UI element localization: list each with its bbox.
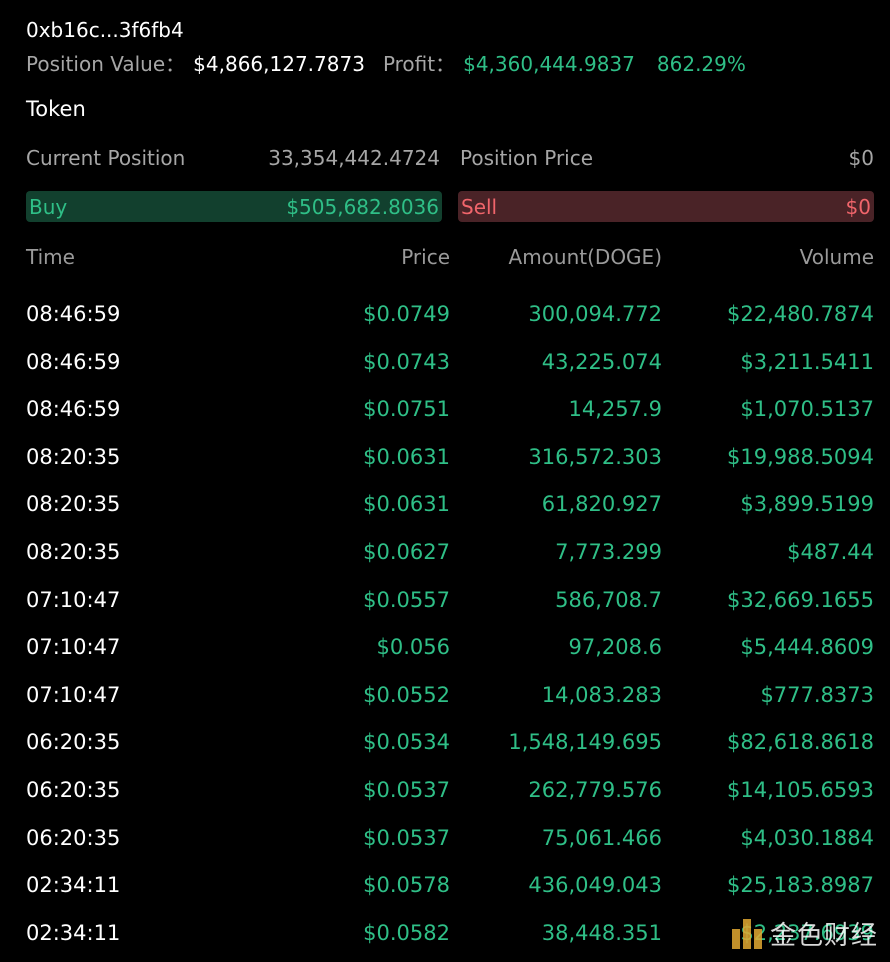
watermark: 金色财经 bbox=[731, 915, 878, 952]
trade-volume: $14,105.6593 bbox=[727, 777, 874, 802]
trade-amount: 316,572.303 bbox=[528, 444, 662, 469]
trade-volume: $2,237.6939 bbox=[740, 920, 874, 945]
trade-volume: $4,030.1884 bbox=[740, 825, 874, 850]
trade-price: $0.0552 bbox=[363, 682, 450, 707]
trade-time: 02:34:11 bbox=[26, 873, 121, 898]
position-price-value: $0 bbox=[848, 146, 874, 170]
trade-amount: 586,708.7 bbox=[555, 587, 662, 612]
table-row: 08:20:35 $0.0627 7,773.299 $487.44 bbox=[0, 528, 890, 576]
table-row: 02:34:11 $0.0578 436,049.043 $25,183.8987 bbox=[0, 861, 890, 909]
position-summary: Position Value： $4,866,127.7873 Profit： $4,… bbox=[26, 48, 746, 77]
trade-amount: 38,448.351 bbox=[541, 920, 662, 945]
trade-amount: 1,548,149.695 bbox=[508, 730, 662, 755]
current-position-value: 33,354,442.4724 bbox=[268, 146, 440, 170]
trade-amount: 14,257.9 bbox=[568, 397, 662, 422]
buy-summary-bar: Buy $505,682.8036 bbox=[26, 191, 442, 222]
trade-amount: 97,208.6 bbox=[568, 635, 662, 660]
trade-price: $0.0749 bbox=[363, 302, 450, 326]
trade-amount: 7,773.299 bbox=[555, 539, 662, 564]
buy-value: $505,682.8036 bbox=[286, 194, 439, 219]
column-header-volume: Volume bbox=[799, 245, 874, 269]
trade-time: 08:46:59 bbox=[26, 397, 121, 422]
trade-volume: $82,618.8618 bbox=[727, 730, 874, 755]
trade-price: $0.0751 bbox=[363, 397, 450, 422]
table-row: 08:46:59 $0.0751 14,257.9 $1,070.5137 bbox=[0, 385, 890, 433]
trade-volume: $3,211.5411 bbox=[740, 349, 874, 374]
trade-time: 07:10:47 bbox=[26, 635, 121, 660]
trade-price: $0.0627 bbox=[363, 539, 450, 564]
profit-percent: 862.29% bbox=[656, 52, 746, 76]
sell-summary-bar: Sell $0 bbox=[458, 191, 874, 222]
trade-time: 06:20:35 bbox=[26, 825, 121, 850]
trade-time: 08:46:59 bbox=[26, 302, 121, 326]
trade-amount: 14,083.283 bbox=[541, 682, 662, 707]
profit-value: $4,360,444.9837 bbox=[463, 52, 635, 76]
sell-value: $0 bbox=[845, 194, 871, 219]
table-row: 07:10:47 $0.0552 14,083.283 $777.8373 bbox=[0, 671, 890, 719]
trade-volume: $5,444.8609 bbox=[740, 635, 874, 660]
trade-amount: 61,820.927 bbox=[541, 492, 662, 517]
position-value-label: Position Value： bbox=[26, 52, 186, 76]
column-header-amount: Amount(DOGE) bbox=[508, 245, 662, 269]
trade-time: 06:20:35 bbox=[26, 777, 121, 802]
trade-price: $0.056 bbox=[376, 635, 450, 660]
trade-price: $0.0631 bbox=[363, 444, 450, 469]
table-row: 08:20:35 $0.0631 61,820.927 $3,899.5199 bbox=[0, 480, 890, 528]
trade-price: $0.0537 bbox=[363, 825, 450, 850]
table-row: 08:46:59 $0.0749 300,094.772 $22,480.7874 bbox=[0, 290, 890, 338]
trade-price: $0.0537 bbox=[363, 777, 450, 802]
trade-amount: 300,094.772 bbox=[528, 302, 662, 326]
sell-label: Sell bbox=[461, 194, 498, 219]
position-value: $4,866,127.7873 bbox=[193, 52, 365, 76]
trade-volume: $777.8373 bbox=[760, 682, 874, 707]
position-price-label: Position Price bbox=[460, 146, 594, 170]
trade-price: $0.0743 bbox=[363, 349, 450, 374]
token-heading: Token bbox=[26, 97, 86, 121]
current-position-label: Current Position bbox=[26, 146, 186, 170]
table-row: 06:20:35 $0.0537 75,061.466 $4,030.1884 bbox=[0, 814, 890, 862]
profit-label: Profit： bbox=[382, 52, 456, 76]
trade-time: 02:34:11 bbox=[26, 920, 121, 945]
trade-price: $0.0534 bbox=[363, 730, 450, 755]
trade-list: 08:46:59 $0.0749 300,094.772 $22,480.7874 08… bbox=[0, 290, 890, 956]
trade-price: $0.0582 bbox=[363, 920, 450, 945]
trade-amount: 43,225.074 bbox=[541, 349, 662, 374]
trade-volume: $19,988.5094 bbox=[727, 444, 874, 469]
trade-time: 06:20:35 bbox=[26, 730, 121, 755]
table-row: 08:46:59 $0.0743 43,225.074 $3,211.5411 bbox=[0, 338, 890, 386]
trade-amount: 262,779.576 bbox=[528, 777, 662, 802]
trade-amount: 75,061.466 bbox=[541, 825, 662, 850]
trade-volume: $487.44 bbox=[787, 539, 874, 564]
trade-time: 08:20:35 bbox=[26, 492, 121, 517]
table-row: 06:20:35 $0.0534 1,548,149.695 $82,618.8618 bbox=[0, 718, 890, 766]
trade-volume: $1,070.5137 bbox=[740, 397, 874, 422]
jinse-logo-icon bbox=[731, 918, 762, 949]
table-row: 08:20:35 $0.0631 316,572.303 $19,988.5094 bbox=[0, 433, 890, 481]
trade-time: 08:46:59 bbox=[26, 349, 121, 374]
trade-time: 08:20:35 bbox=[26, 539, 121, 564]
trade-price: $0.0631 bbox=[363, 492, 450, 517]
trade-volume: $22,480.7874 bbox=[727, 302, 874, 326]
table-row: 07:10:47 $0.056 97,208.6 $5,444.8609 bbox=[0, 623, 890, 671]
trade-time: 07:10:47 bbox=[26, 587, 121, 612]
trade-price: $0.0578 bbox=[363, 873, 450, 898]
wallet-address[interactable]: 0xb16c...3f6fb4 bbox=[26, 18, 184, 42]
trade-volume: $3,899.5199 bbox=[740, 492, 874, 517]
trade-price: $0.0557 bbox=[363, 587, 450, 612]
trade-time: 08:20:35 bbox=[26, 444, 121, 469]
column-header-time: Time bbox=[26, 245, 75, 269]
trade-volume: $32,669.1655 bbox=[727, 587, 874, 612]
trade-volume: $25,183.8987 bbox=[727, 873, 874, 898]
watermark-text: 金色财经 bbox=[769, 921, 878, 951]
trade-time: 07:10:47 bbox=[26, 682, 121, 707]
table-row: 06:20:35 $0.0537 262,779.576 $14,105.6593 bbox=[0, 766, 890, 814]
trade-amount: 436,049.043 bbox=[528, 873, 662, 898]
buy-label: Buy bbox=[29, 194, 68, 219]
table-row: 07:10:47 $0.0557 586,708.7 $32,669.1655 bbox=[0, 576, 890, 624]
column-header-price: Price bbox=[401, 245, 450, 269]
table-row: 02:34:11 $0.0582 38,448.351 $2,237.6939 bbox=[0, 909, 890, 957]
